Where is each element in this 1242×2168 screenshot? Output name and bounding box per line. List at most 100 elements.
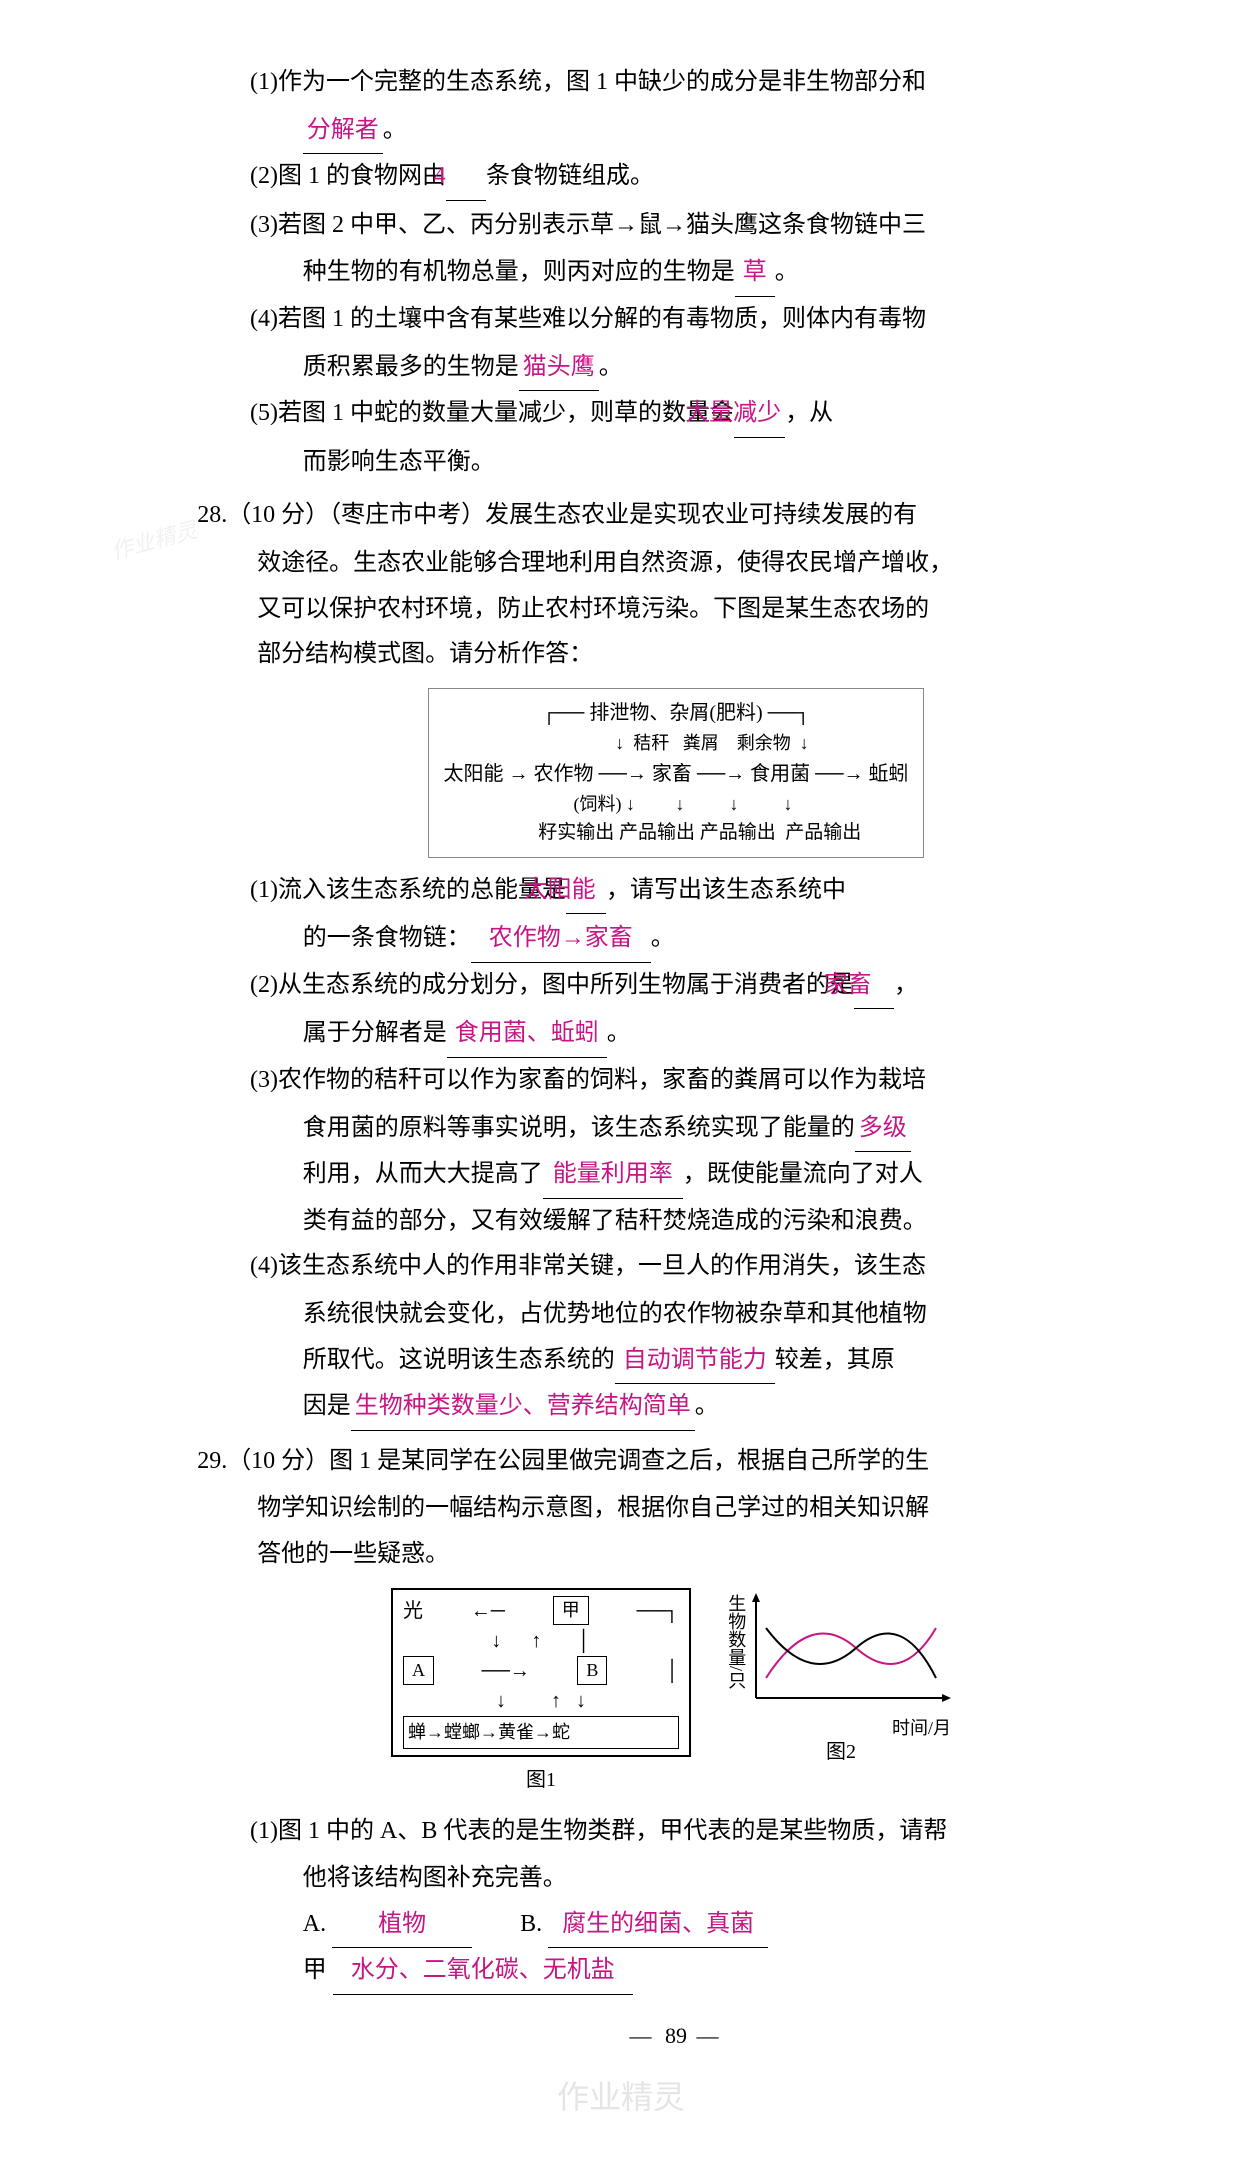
out0: 籽实输出 xyxy=(538,822,614,843)
node4: 蚯蚓 xyxy=(869,763,909,785)
q28-sub3-l3-pre: 利用，从而大大提高了 xyxy=(303,1161,543,1187)
q28-sub4-l3-post: 较差，其原 xyxy=(775,1347,895,1373)
q28-diagram: ┌── 排泄物、杂屑(肥料) ──┐ ↓ 秸秆 粪屑 剩余物 ↓ 太阳能 → 农… xyxy=(250,688,1102,858)
q27-sub3-l2: 种生物的有机物总量，则丙对应的生物是草。 xyxy=(250,250,1102,297)
q28-sub1-pre: (1)流入该生态系统的总能量是 xyxy=(250,877,566,903)
diag-row1: ┌── 排泄物、杂屑(肥料) ──┐ xyxy=(443,697,908,729)
q27-sub4-l2-pre: 质积累最多的生物是 xyxy=(303,354,519,380)
q27-sub3-tail: 。 xyxy=(775,259,799,285)
q27-sub5-l2-text: 而影响生态平衡。 xyxy=(303,449,495,475)
q28-l3-text: 又可以保护农村环境，防止农村环境污染。下图是某生态农场的 xyxy=(257,596,929,622)
q28-sub3-ans1: 多级 xyxy=(855,1106,911,1153)
q27-sub4-l1-text: (4)若图 1 的土壤中含有某些难以分解的有毒物质，则体内有毒物 xyxy=(250,306,926,332)
fig1-bottom: 蝉→螳螂→黄雀→蛇 xyxy=(403,1716,679,1749)
fig1-jia: 甲 xyxy=(553,1596,589,1625)
q27-sub1: (1)作为一个完整的生态系统，图 1 中缺少的成分是非生物部分和 xyxy=(250,60,1102,106)
fig1-wrap: 光←─甲──┐ ↓ ↑ │ A──→B │ ↓ ↑ ↓ 蝉→螳螂→黄雀→蛇 xyxy=(391,1588,691,1799)
q28-l3: 又可以保护农村环境，防止农村环境污染。下图是某生态农场的 xyxy=(250,587,1102,633)
fig2-wrap: 生物数量/只 时间/月 图2 xyxy=(721,1588,961,1799)
q29-sub1-l2: 他将该结构图补充完善。 xyxy=(250,1856,1102,1902)
fig1-row4: ↓ ↑ ↓ xyxy=(403,1686,679,1716)
diag-edges: ↓ 秸秆 粪屑 剩余物 ↓ xyxy=(443,729,908,758)
out1: 产品输出 xyxy=(619,822,695,843)
q27-sub3-l2-pre: 种生物的有机物总量，则丙对应的生物是 xyxy=(303,259,735,285)
q27-sub5: (5)若图 1 中蛇的数量大量减少，则草的数量会大量减少，从 xyxy=(250,391,1102,438)
q29-a-answer: 植物 xyxy=(332,1902,472,1949)
q28-sub1-ans1: 太阳能 xyxy=(566,868,606,915)
diag-nodes: 太阳能 → 农作物 ──→ 家畜 ──→ 食用菌 ──→ 蚯蚓 xyxy=(443,758,908,790)
q28-sub3-l3-post: ，既使能量流向了对人 xyxy=(683,1161,923,1187)
q28-sub3-l3: 利用，从而大大提高了能量利用率，既使能量流向了对人 xyxy=(250,1152,1102,1199)
fig2-xlabel: 时间/月 xyxy=(892,1711,951,1745)
page-content: (1)作为一个完整的生态系统，图 1 中缺少的成分是非生物部分和 分解者。 (2… xyxy=(80,60,1162,2057)
q28-sub1-l2-pre: 的一条食物链： xyxy=(303,925,471,951)
node3: 食用菌 xyxy=(750,763,810,785)
q27-sub2: (2)图 1 的食物网由4条食物链组成。 xyxy=(250,154,1102,201)
fig2-box: 生物数量/只 时间/月 xyxy=(721,1588,961,1729)
node1: 农作物 xyxy=(533,763,593,785)
q29-head: 29.（10 分）图 1 是某同学在公园里做完调查之后，根据自己所学的生 xyxy=(250,1439,1102,1485)
edge2: 剩余物 xyxy=(737,733,791,753)
q28-sub2-pre: (2)从生态系统的成分划分，图中所列生物属于消费者的是 xyxy=(250,972,854,998)
q28-block: 28.（10 分）（枣庄市中考）发展生态农业是实现农业可持续发展的有 效途径。生… xyxy=(250,493,1102,1430)
q28-l4-text: 部分结构模式图。请分析作答： xyxy=(257,641,593,667)
q27-sub5-pre: (5)若图 1 中蛇的数量大量减少，则草的数量会 xyxy=(250,400,734,426)
q28-sub3-l2: 食用菌的原料等事实说明，该生态系统实现了能量的多级 xyxy=(250,1106,1102,1153)
q28-sub2: (2)从生态系统的成分划分，图中所列生物属于消费者的是家畜， xyxy=(250,963,1102,1010)
q29-figures: 光←─甲──┐ ↓ ↑ │ A──→B │ ↓ ↑ ↓ 蝉→螳螂→黄雀→蛇 xyxy=(250,1588,1102,1799)
q28-sub1-tail: 。 xyxy=(651,925,675,951)
watermark-bottom: 作业精灵 xyxy=(80,2067,1162,2128)
fig1-row3: A──→B │ xyxy=(403,1656,679,1686)
q28-sub4-l4: 因是生物种类数量少、营养结构简单。 xyxy=(250,1384,1102,1431)
q29-b-label: B. xyxy=(520,1911,542,1937)
q29-ab-line: A. 植物 B. 腐生的细菌、真菌 xyxy=(250,1902,1102,1949)
q27-sub5-post: ，从 xyxy=(785,400,833,426)
q27-sub1-text: (1)作为一个完整的生态系统，图 1 中缺少的成分是非生物部分和 xyxy=(250,69,926,95)
q28-sub3-l2-pre: 食用菌的原料等事实说明，该生态系统实现了能量的 xyxy=(303,1115,855,1141)
q28-sub2-l2: 属于分解者是食用菌、蚯蚓。 xyxy=(250,1011,1102,1058)
fig1-row1: 光←─甲──┐ xyxy=(403,1596,679,1626)
q27-sub5-l2: 而影响生态平衡。 xyxy=(250,440,1102,486)
q28-sub1-mid: ，请写出该生态系统中 xyxy=(606,877,846,903)
out2: 产品输出 xyxy=(700,822,776,843)
fig2-svg xyxy=(721,1588,961,1718)
q29-sub1-l2-text: 他将该结构图补充完善。 xyxy=(303,1865,567,1891)
q27-sub1-tail: 。 xyxy=(383,117,407,143)
q28-l2: 效途径。生态农业能够合理地利用自然资源，使得农民增产增收， xyxy=(250,541,1102,587)
note-text: (饲料) xyxy=(573,794,621,814)
q29-sub1-l1-text: (1)图 1 中的 A、B 代表的是生物类群，甲代表的是某些物质，请帮 xyxy=(250,1818,947,1844)
q28-sub2-ans1: 家畜 xyxy=(854,963,894,1010)
q28-sub1-l2: 的一条食物链：农作物→家畜。 xyxy=(250,916,1102,963)
q27-sub1-ansline: 分解者。 xyxy=(250,108,1102,155)
q29-jia-answer: 水分、二氧化碳、无机盐 xyxy=(333,1948,633,1995)
page-number: 89 xyxy=(250,2015,1102,2057)
q28-sub4-l4-pre: 因是 xyxy=(303,1393,351,1419)
q29-block: 29.（10 分）图 1 是某同学在公园里做完调查之后，根据自己所学的生 物学知… xyxy=(250,1439,1102,1995)
edge1: 粪屑 xyxy=(683,733,719,753)
diag-row3: 籽实输出 产品输出 产品输出 产品输出 xyxy=(443,818,908,848)
q28-sub2-tail: 。 xyxy=(607,1020,631,1046)
q28-sub3-l1-text: (3)农作物的秸秆可以作为家畜的饲料，家畜的粪屑可以作为栽培 xyxy=(250,1067,926,1093)
edge0: 秸秆 xyxy=(633,733,669,753)
q27-sub2-post: 条食物链组成。 xyxy=(486,163,654,189)
q29-sub1-l1: (1)图 1 中的 A、B 代表的是生物类群，甲代表的是某些物质，请帮 xyxy=(250,1809,1102,1855)
q27-sub2-answer: 4 xyxy=(446,154,486,201)
q29-l3-text: 答他的一些疑惑。 xyxy=(257,1541,449,1567)
q28-head-text: （10 分）（枣庄市中考）发展生态农业是实现农业可持续发展的有 xyxy=(227,502,917,528)
fig1-chain: 蝉→螳螂→黄雀→蛇 xyxy=(408,1722,570,1742)
q27-sub3-answer: 草 xyxy=(735,250,775,297)
q28-sub3-l4: 类有益的部分，又有效缓解了秸秆焚烧造成的污染和浪费。 xyxy=(250,1199,1102,1245)
fig1-row2: ↓ ↑ │ xyxy=(403,1626,679,1656)
q28-sub2-mid: ， xyxy=(894,972,918,998)
q28-sub3-l1: (3)农作物的秸秆可以作为家畜的饲料，家畜的粪屑可以作为栽培 xyxy=(250,1058,1102,1104)
q28-sub4-l1-text: (4)该生态系统中人的作用非常关键，一旦人的作用消失，该生态 xyxy=(250,1253,926,1279)
node2: 家畜 xyxy=(652,763,692,785)
q28-sub4-l3: 所取代。这说明该生态系统的自动调节能力较差，其原 xyxy=(250,1338,1102,1385)
q29-a-label: A. xyxy=(303,1911,326,1937)
q28-num: 28. xyxy=(197,502,227,528)
q28-l4: 部分结构模式图。请分析作答： xyxy=(250,632,1102,678)
q27-sub4-answer: 猫头鹰 xyxy=(519,345,599,392)
fig1-light: 光 xyxy=(403,1596,423,1626)
q27-sub4-l1: (4)若图 1 的土壤中含有某些难以分解的有毒物质，则体内有毒物 xyxy=(250,297,1102,343)
q27-sub5-answer: 大量减少 xyxy=(734,391,785,438)
